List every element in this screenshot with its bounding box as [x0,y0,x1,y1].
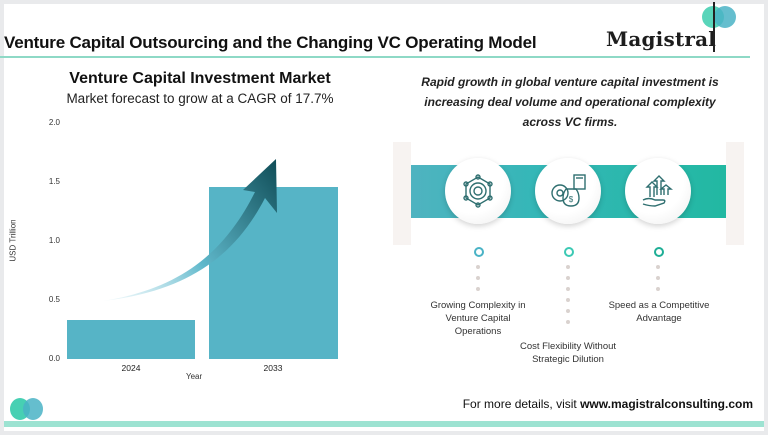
x-tick: 2024 [121,363,141,373]
connector-dot [566,276,570,280]
item-label-complexity: Growing Complexity in Venture Capital Op… [430,300,526,337]
website-link[interactable]: www.magistralconsulting.com [580,397,753,411]
growth-arrow-icon [103,159,277,301]
connector-dot [656,287,660,291]
bar-2033 [209,187,338,359]
x-axis-label: Year [186,372,203,381]
footer-text: For more details, visit www.magistralcon… [463,397,753,411]
connector-dot [566,298,570,302]
footer-prefix: For more details, visit [462,397,581,411]
item-label-speed: Speed as a Competitive Advantage [608,300,710,324]
connector-dot [566,265,570,269]
connector-dot [476,287,480,291]
connector-dot [566,309,570,313]
y-tick: 1.5 [48,177,60,186]
marker-ring [474,247,484,257]
connector-dot [566,320,570,324]
connector-dot [656,276,660,280]
connector-dot [656,265,660,269]
marker-ring [654,247,664,257]
logo-text: Magistral [606,27,717,51]
hand-growth-arrows-icon [642,175,673,207]
connector-dot [476,276,480,280]
logo-divider [713,2,715,52]
icon-circle-speed [625,158,691,224]
logo-circle-icon [23,398,43,420]
icon-circle-cost: $ [535,158,601,224]
chart-subtitle: Market forecast to grow at a CAGR of 17.… [66,91,334,106]
logo-circle-icon [714,6,736,28]
title-divider [0,56,750,58]
connector-dot [476,265,480,269]
y-tick: 0.5 [48,295,60,304]
y-tick: 1.0 [48,236,60,245]
footer-bar [4,421,764,427]
marker-ring [564,247,574,257]
network-hexagon-icon [463,174,493,208]
right-panel [726,142,744,245]
y-tick: 2.0 [48,118,60,127]
connector-dot [566,287,570,291]
magistral-logo: Magistral [606,6,736,56]
y-tick: 0.0 [48,354,60,363]
left-panel [393,142,411,245]
footer-logo [10,398,46,420]
x-tick: 2033 [263,363,283,373]
icon-circle-complexity [445,158,511,224]
money-bag-gear-calculator-icon: $ [551,174,586,207]
bar-2024 [67,320,195,359]
page-title: Venture Capital Outsourcing and the Chan… [4,33,537,52]
item-label-cost: Cost Flexibility Without Strategic Dilut… [519,341,617,365]
summary-quote: Rapid growth in global venture capital i… [421,75,719,129]
chart-title: Venture Capital Investment Market [69,70,331,87]
svg-text:$: $ [569,195,574,204]
